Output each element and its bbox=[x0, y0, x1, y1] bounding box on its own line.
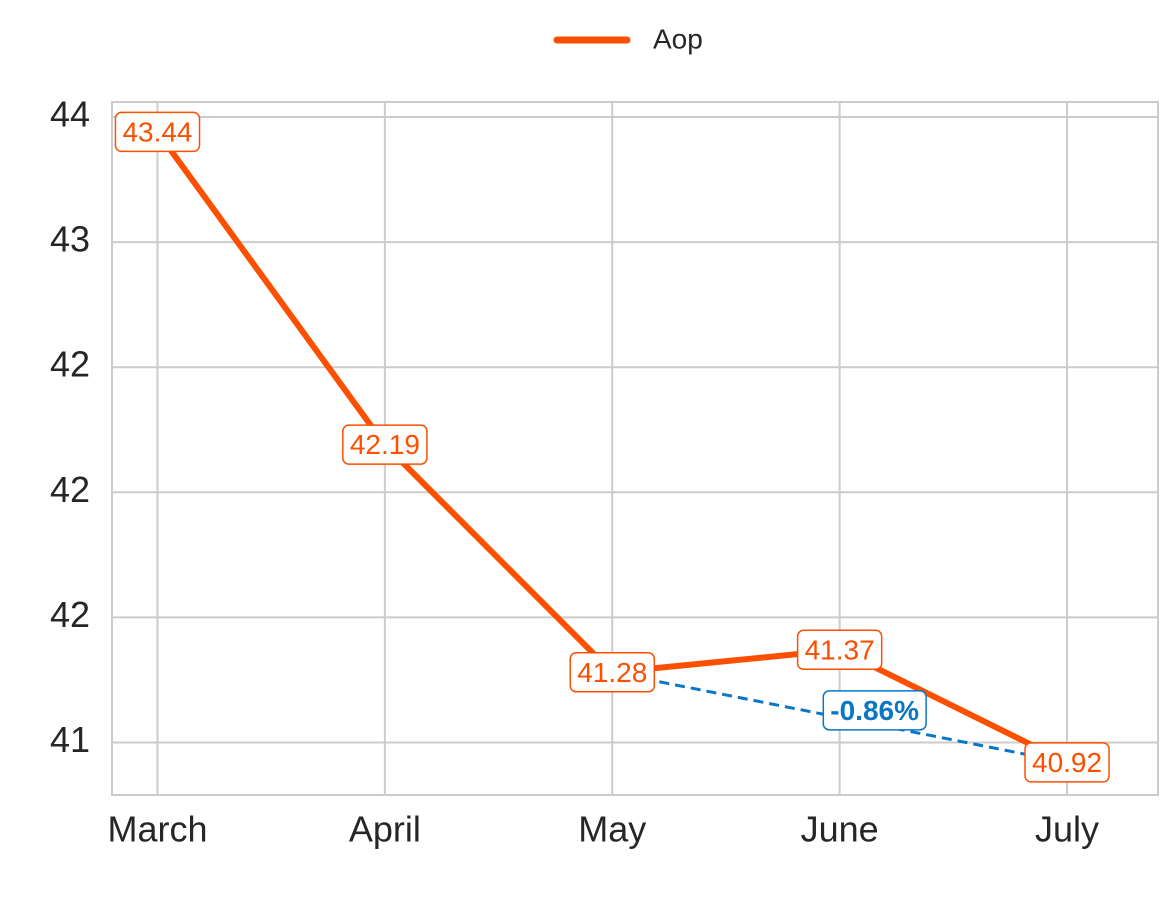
data-label: 41.37 bbox=[805, 634, 875, 665]
data-label: 40.92 bbox=[1032, 747, 1102, 778]
y-tick-label: 41 bbox=[50, 719, 90, 760]
label-box bbox=[569, 652, 656, 693]
x-tick-label: March bbox=[107, 809, 207, 850]
y-tick-label: 42 bbox=[50, 594, 90, 635]
y-tick-label: 44 bbox=[50, 94, 90, 135]
label-box bbox=[796, 629, 883, 671]
label-box bbox=[114, 111, 201, 153]
x-tick-label: May bbox=[578, 809, 646, 850]
label-box bbox=[342, 424, 428, 465]
data-label: 42.19 bbox=[350, 429, 420, 460]
y-tick-label: 43 bbox=[50, 219, 90, 260]
y-tick-label: 42 bbox=[50, 469, 90, 510]
legend-label: Aop bbox=[653, 23, 703, 54]
label-box bbox=[822, 690, 927, 731]
label-box bbox=[1024, 742, 1110, 783]
x-tick-label: June bbox=[801, 809, 879, 850]
x-tick-label: July bbox=[1035, 809, 1099, 850]
x-tick-label: April bbox=[349, 809, 421, 850]
data-label: 43.44 bbox=[122, 116, 192, 147]
data-label: 41.28 bbox=[577, 657, 647, 688]
y-tick-label: 42 bbox=[50, 344, 90, 385]
annotation-label: -0.86% bbox=[830, 695, 919, 726]
